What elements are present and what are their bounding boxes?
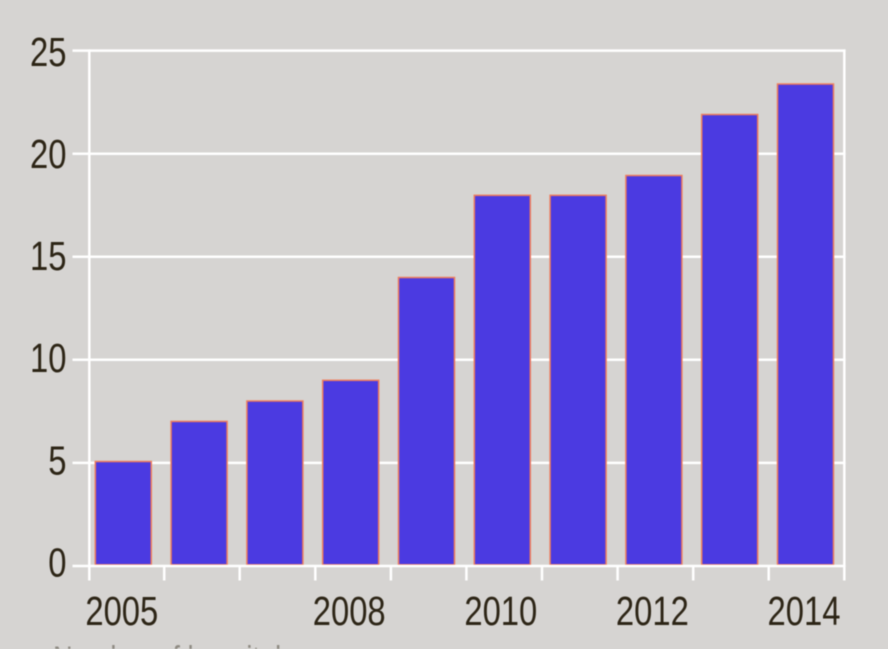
svg-text:Number of hospitals: Number of hospitals: [53, 639, 295, 649]
svg-text:10: 10: [30, 335, 66, 381]
svg-text:2005: 2005: [85, 587, 158, 633]
svg-text:25: 25: [30, 28, 66, 74]
svg-text:5: 5: [48, 437, 66, 483]
svg-text:15: 15: [30, 233, 66, 279]
svg-text:2012: 2012: [616, 587, 689, 633]
svg-text:2010: 2010: [464, 587, 537, 633]
svg-text:2014: 2014: [768, 587, 841, 633]
svg-text:2008: 2008: [313, 587, 386, 633]
svg-text:0: 0: [48, 539, 66, 585]
svg-text:20: 20: [30, 130, 66, 176]
